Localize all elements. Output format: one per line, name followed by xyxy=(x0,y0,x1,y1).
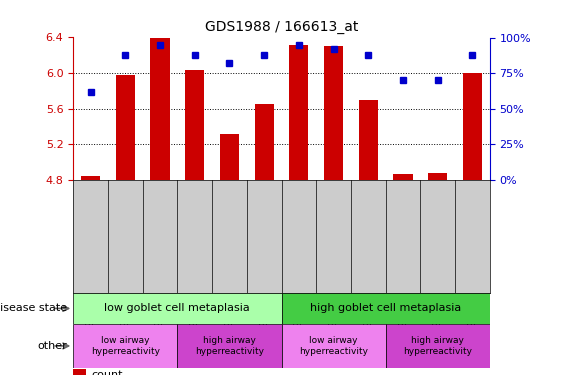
Text: low goblet cell metaplasia: low goblet cell metaplasia xyxy=(105,303,250,313)
Bar xyxy=(463,73,482,180)
Bar xyxy=(324,46,343,180)
Bar xyxy=(282,292,490,324)
Text: high airway
hyperreactivity: high airway hyperreactivity xyxy=(403,336,472,356)
Bar xyxy=(386,324,490,368)
Bar xyxy=(282,324,386,368)
Bar xyxy=(150,38,169,180)
Bar xyxy=(73,292,282,324)
Bar xyxy=(116,75,135,180)
Bar xyxy=(81,176,100,180)
Bar xyxy=(254,104,274,180)
Bar xyxy=(359,100,378,180)
Bar xyxy=(428,173,447,180)
Bar xyxy=(177,324,282,368)
Bar xyxy=(73,324,177,368)
Bar xyxy=(220,134,239,180)
Title: GDS1988 / 166613_at: GDS1988 / 166613_at xyxy=(205,20,358,34)
Text: low airway
hyperreactivity: low airway hyperreactivity xyxy=(299,336,368,356)
Bar xyxy=(185,70,204,180)
Bar xyxy=(289,45,309,180)
Text: count: count xyxy=(91,370,123,375)
Text: high goblet cell metaplasia: high goblet cell metaplasia xyxy=(310,303,461,313)
Text: high airway
hyperreactivity: high airway hyperreactivity xyxy=(195,336,264,356)
Text: disease state: disease state xyxy=(0,303,68,313)
Bar xyxy=(394,174,413,180)
Text: other: other xyxy=(38,341,68,351)
Text: low airway
hyperreactivity: low airway hyperreactivity xyxy=(91,336,160,356)
